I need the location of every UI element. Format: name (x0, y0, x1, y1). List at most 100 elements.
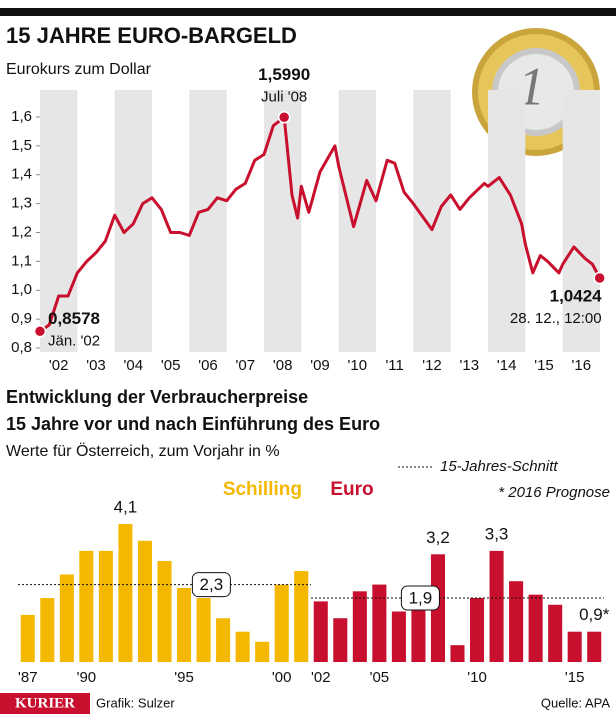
y-tick-label: 1,2 (11, 223, 32, 240)
x-tick-label: '12 (422, 357, 442, 374)
y-tick-label: 1,1 (11, 252, 32, 269)
bar (313, 601, 328, 662)
brand-box (0, 693, 90, 714)
year-band (40, 90, 78, 352)
x-tick-label: '15 (534, 357, 554, 374)
x-tick-label: '02 (311, 669, 331, 686)
inflation-chart: '87 '90 '95 '00 '02 '05 '10 '15 15-Jahres-Schnit… (18, 458, 610, 686)
note: * 2016 Prognose (498, 484, 610, 501)
x-tick-label: '10 (467, 669, 487, 686)
brand: KURIER (15, 695, 75, 711)
value-note: 28. 12., 12:00 (510, 310, 602, 327)
x-tick-label: '07 (236, 357, 256, 374)
highlight-dot (593, 271, 606, 285)
bar (450, 645, 465, 662)
bar (177, 587, 192, 662)
bar (489, 550, 504, 662)
bar (137, 540, 152, 662)
bar (216, 618, 231, 662)
exchange-rate-chart: '02 '03 '04 '05 '06 '07 '08 '09 '10 '11 '12 '13 '14 '… (11, 65, 606, 374)
top-rule (0, 8, 616, 16)
x-tick-label: '15 (565, 669, 585, 686)
x-tick-label: '14 (497, 357, 517, 374)
highlight-dot (33, 325, 47, 338)
year-band (338, 90, 376, 352)
x-tick-label: '08 (273, 357, 293, 374)
highlight-dot (277, 111, 291, 124)
page-title: 15 JAHRE EURO-BARGELD (6, 23, 297, 48)
legend-0: Schilling (223, 479, 302, 500)
value-note: Jän. '02 (48, 332, 100, 349)
chart-title: Entwicklung der Verbraucherpreise (6, 387, 308, 407)
value-note: Juli '08 (261, 88, 307, 105)
x-tick-label: '13 (460, 357, 480, 374)
value-label: 0,8578 (48, 309, 100, 328)
chart-subtitle: Werte für Österreich, zum Vorjahr in % (6, 442, 280, 460)
x-tick-label: '10 (348, 357, 368, 374)
x-tick-label: '87 (18, 669, 38, 686)
year-band (264, 90, 302, 352)
mean-label: 1,9 (409, 589, 433, 608)
y-tick-label: 1,6 (11, 108, 32, 125)
bar (79, 550, 94, 662)
x-tick-label: '06 (198, 357, 218, 374)
value-label: 1,0424 (550, 286, 603, 305)
x-tick-label: '05 (370, 669, 390, 686)
bar (59, 574, 74, 662)
x-tick-label: '09 (310, 357, 330, 374)
bar (391, 611, 406, 662)
y-tick-label: 1,0 (11, 281, 32, 298)
mean-box (191, 572, 231, 598)
x-tick-label: '95 (174, 669, 194, 686)
bar (333, 618, 348, 662)
bar (274, 584, 289, 662)
y-tick-label: 1,3 (11, 195, 32, 212)
bar (372, 584, 387, 662)
x-tick-label: '16 (572, 357, 592, 374)
bar (235, 631, 250, 662)
bar (509, 581, 524, 662)
x-tick-label: '02 (49, 357, 69, 374)
y-tick-label: 1,5 (11, 137, 32, 154)
bar (528, 594, 543, 662)
x-tick-label: '03 (86, 357, 106, 374)
bar (352, 591, 367, 662)
y-tick-label: 0,8 (11, 339, 32, 356)
year-band (562, 90, 600, 352)
bar (40, 598, 55, 662)
mean-legend: 15-Jahres-Schnitt (440, 458, 558, 475)
x-tick-label: '00 (272, 669, 292, 686)
x-tick-label: '04 (124, 357, 144, 374)
bar (20, 614, 35, 662)
value-label: 3,2 (426, 528, 450, 547)
year-band (413, 90, 451, 352)
bar (196, 598, 211, 662)
bar (567, 631, 582, 662)
value-label: 4,1 (114, 497, 138, 516)
bar (118, 523, 133, 662)
mean-label: 2,3 (200, 575, 224, 594)
chart-title: Eurokurs zum Dollar (6, 61, 152, 78)
bar (157, 561, 172, 662)
value-label: 3,3 (485, 524, 509, 543)
bar (470, 598, 485, 662)
legend-1: Euro (330, 479, 373, 500)
credit: Grafik: Sulzer (96, 695, 175, 710)
bar (587, 631, 602, 662)
chart-title-line2: 15 Jahre vor und nach Einführung des Eur… (6, 414, 380, 434)
value-label: 0,9* (579, 605, 610, 624)
rate-line (39, 115, 601, 333)
bar (255, 641, 270, 662)
y-tick-label: 0,9 (11, 310, 32, 327)
y-tick-label: 1,4 (11, 166, 32, 183)
bar (294, 571, 309, 662)
x-tick-label: '11 (385, 357, 403, 374)
x-tick-label: '90 (77, 669, 97, 686)
value-label: 1,5990 (258, 65, 310, 84)
x-tick-label: '05 (161, 357, 181, 374)
mean-box (400, 585, 440, 611)
source: Quelle: APA (541, 695, 610, 710)
bar (98, 550, 113, 662)
bar (548, 604, 563, 662)
